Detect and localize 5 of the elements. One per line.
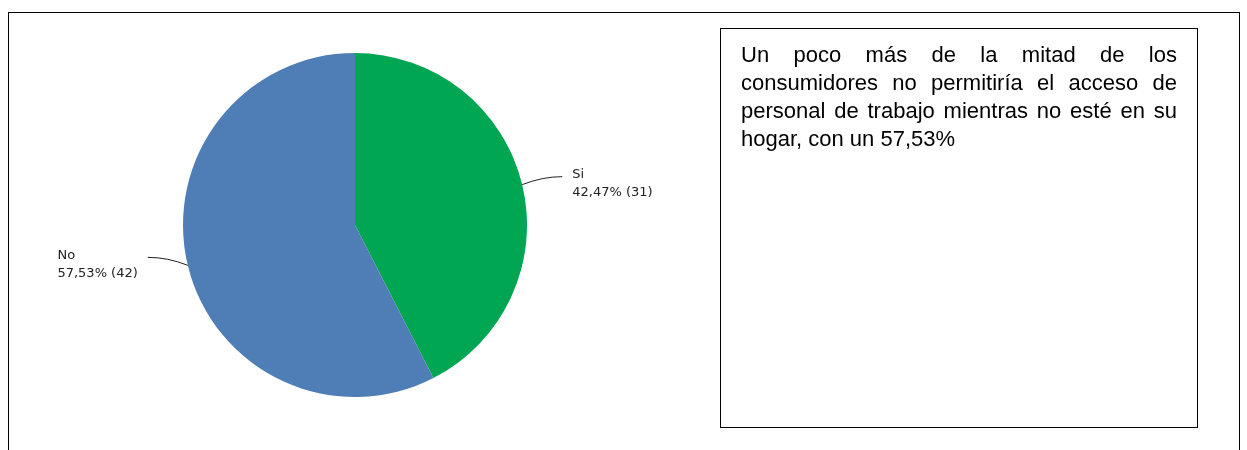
slice-label: No	[57, 246, 76, 262]
data-label: 57,53% (42)	[57, 264, 138, 280]
text: Un poco más de la mitad de los consumidores no permitiría el acceso de personal de trabajo mientras no esté en su hogar, con un 57,53%	[741, 41, 1177, 153]
slice-label: Si	[572, 166, 585, 182]
data-label: 42,47% (31)	[572, 184, 653, 200]
